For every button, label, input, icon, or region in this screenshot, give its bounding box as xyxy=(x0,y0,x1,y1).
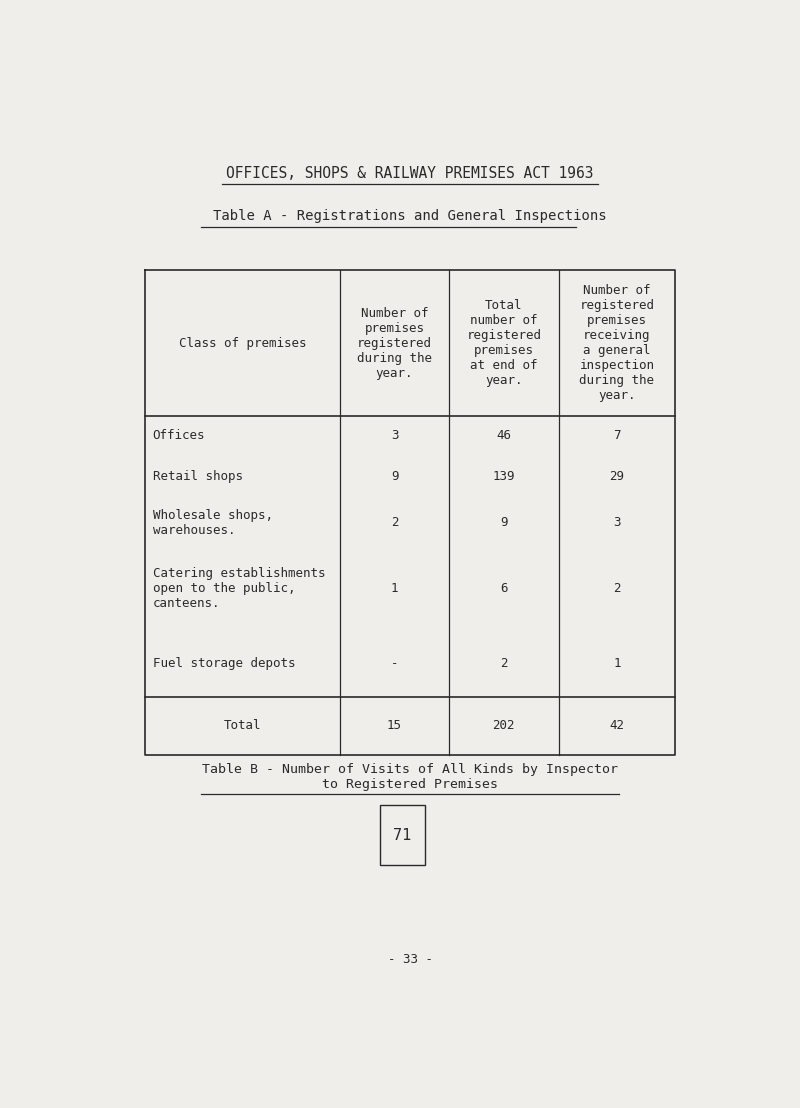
Text: Number of
registered
premises
receiving
a general
inspection
during the
year.: Number of registered premises receiving … xyxy=(579,284,654,402)
Text: Total
number of
registered
premises
at end of
year.: Total number of registered premises at e… xyxy=(466,299,542,387)
Text: 2: 2 xyxy=(390,516,398,530)
Text: 1: 1 xyxy=(390,582,398,595)
Bar xyxy=(380,806,425,865)
Text: 9: 9 xyxy=(500,516,507,530)
Text: Class of premises: Class of premises xyxy=(179,337,306,350)
Text: 202: 202 xyxy=(493,719,515,732)
Text: Retail shops: Retail shops xyxy=(153,470,242,483)
Text: -: - xyxy=(390,657,398,669)
Text: 7: 7 xyxy=(613,429,621,442)
Text: Catering establishments
open to the public,
canteens.: Catering establishments open to the publ… xyxy=(153,567,325,609)
Text: Fuel storage depots: Fuel storage depots xyxy=(153,657,295,669)
Text: 46: 46 xyxy=(496,429,511,442)
Text: 3: 3 xyxy=(390,429,398,442)
Text: 9: 9 xyxy=(390,470,398,483)
Text: - 33 -: - 33 - xyxy=(387,954,433,966)
Text: 3: 3 xyxy=(613,516,621,530)
Text: 71: 71 xyxy=(393,828,411,843)
Text: 1: 1 xyxy=(613,657,621,669)
Text: 139: 139 xyxy=(493,470,515,483)
Text: Number of
premises
registered
during the
year.: Number of premises registered during the… xyxy=(357,307,432,380)
Text: Table A - Registrations and General Inspections: Table A - Registrations and General Insp… xyxy=(213,209,607,223)
Text: 2: 2 xyxy=(500,657,507,669)
Text: 6: 6 xyxy=(500,582,507,595)
Text: 15: 15 xyxy=(387,719,402,732)
Text: Table B - Number of Visits of All Kinds by Inspector
to Registered Premises: Table B - Number of Visits of All Kinds … xyxy=(202,762,618,791)
Text: 2: 2 xyxy=(613,582,621,595)
Text: OFFICES, SHOPS & RAILWAY PREMISES ACT 1963: OFFICES, SHOPS & RAILWAY PREMISES ACT 19… xyxy=(226,165,594,181)
Text: Offices: Offices xyxy=(153,429,205,442)
Text: 29: 29 xyxy=(610,470,625,483)
Text: Wholesale shops,
warehouses.: Wholesale shops, warehouses. xyxy=(153,509,273,536)
Text: Total: Total xyxy=(224,719,262,732)
Text: 42: 42 xyxy=(610,719,625,732)
